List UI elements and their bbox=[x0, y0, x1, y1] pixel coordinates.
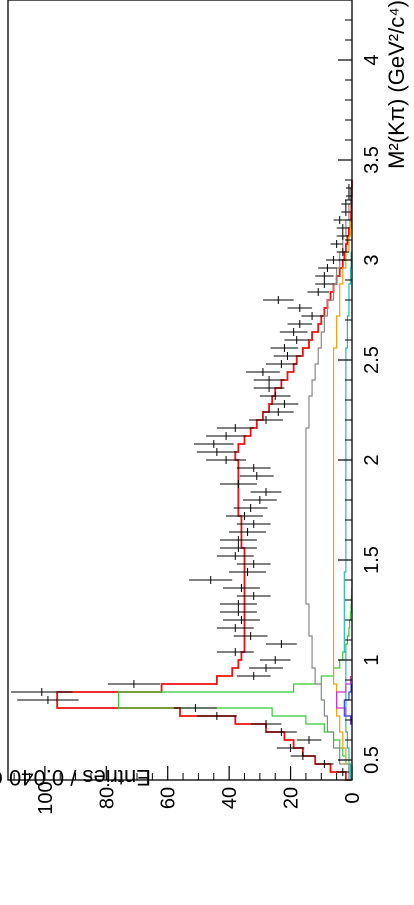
x-tick-label: 2.5 bbox=[361, 346, 383, 374]
data-point bbox=[216, 424, 254, 432]
data-point bbox=[341, 208, 351, 216]
data-point bbox=[219, 544, 257, 552]
x-axis-label: M²(Kπ) (GeV²/c⁴) bbox=[384, 0, 409, 169]
data-point bbox=[236, 520, 271, 528]
data-point bbox=[233, 632, 268, 640]
data-point bbox=[273, 352, 302, 360]
plot-area bbox=[11, 176, 353, 781]
data-point bbox=[206, 456, 247, 464]
x-tick-label: 2 bbox=[361, 454, 383, 465]
data-point bbox=[266, 360, 297, 368]
data-point bbox=[336, 232, 349, 240]
data-point bbox=[345, 184, 352, 192]
data-point bbox=[270, 344, 299, 352]
data-point bbox=[315, 760, 334, 768]
data-point bbox=[236, 560, 271, 568]
data-point bbox=[318, 264, 337, 272]
data-point bbox=[259, 656, 291, 664]
data-point bbox=[219, 600, 257, 608]
data-point bbox=[307, 288, 329, 296]
y-tick-label: 60 bbox=[158, 787, 180, 809]
data-point bbox=[223, 616, 260, 624]
data-point bbox=[219, 480, 257, 488]
data-point bbox=[301, 312, 323, 320]
x-tick-label: 3.5 bbox=[361, 146, 383, 174]
data-point bbox=[330, 240, 343, 248]
data-point bbox=[242, 496, 277, 504]
data-point bbox=[266, 728, 297, 736]
x-tick-label: 3 bbox=[361, 254, 383, 265]
data-point bbox=[315, 272, 334, 280]
data-point bbox=[229, 568, 266, 576]
data-point bbox=[249, 416, 283, 424]
data-point bbox=[226, 512, 263, 520]
data-point bbox=[333, 216, 346, 224]
data-point bbox=[216, 552, 254, 560]
data-point bbox=[345, 192, 352, 200]
data-point bbox=[249, 664, 283, 672]
x-tick-label: 1.5 bbox=[361, 546, 383, 574]
data-point bbox=[246, 368, 280, 376]
data-point bbox=[270, 400, 299, 408]
data-point bbox=[276, 744, 305, 752]
data-point bbox=[290, 752, 316, 760]
data-point bbox=[196, 448, 237, 456]
data-point bbox=[253, 384, 285, 392]
data-point bbox=[250, 488, 282, 496]
data-point bbox=[284, 336, 309, 344]
x-tick-label: 4 bbox=[361, 54, 383, 65]
data-point bbox=[206, 432, 247, 440]
y-tick-label: 40 bbox=[219, 787, 241, 809]
data-point bbox=[341, 200, 351, 208]
data-point bbox=[173, 704, 217, 712]
y-tick-label: 0 bbox=[342, 792, 364, 803]
data-point bbox=[315, 280, 334, 288]
data-point bbox=[296, 736, 322, 744]
data-point bbox=[262, 408, 294, 416]
data-point bbox=[279, 328, 308, 336]
data-point bbox=[253, 376, 285, 384]
data-point bbox=[193, 440, 234, 448]
data-point bbox=[107, 680, 161, 688]
data-point bbox=[250, 720, 282, 728]
x-tick-label: 1 bbox=[361, 654, 383, 665]
data-point bbox=[216, 624, 254, 632]
data-point bbox=[259, 392, 291, 400]
data-point bbox=[11, 688, 73, 696]
data-point bbox=[189, 576, 233, 584]
data-point bbox=[336, 224, 349, 232]
y-tick-label: 100 bbox=[35, 781, 57, 814]
data-point bbox=[223, 584, 260, 592]
y-tick-label: 80 bbox=[96, 787, 118, 809]
data-point bbox=[216, 648, 254, 656]
data-point bbox=[196, 712, 237, 720]
series-line-component-orange bbox=[332, 219, 352, 781]
data-point bbox=[239, 472, 274, 480]
data-point bbox=[266, 640, 297, 648]
data-point bbox=[287, 320, 313, 328]
axes: 0 20 40 60 80 100 0.5 1 1.5 2 2.5 3 3.5 4 bbox=[7, 0, 383, 815]
x-tick-label: 0.5 bbox=[361, 746, 383, 774]
y-tick-label: 20 bbox=[281, 787, 303, 809]
data-point bbox=[236, 592, 271, 600]
data-point bbox=[17, 696, 79, 704]
series-line-component-magenta bbox=[336, 676, 352, 725]
plot-frame bbox=[7, 0, 353, 781]
data-point bbox=[219, 536, 257, 544]
data-point bbox=[233, 504, 268, 512]
data-point bbox=[336, 768, 349, 776]
data-point bbox=[336, 248, 349, 256]
data-point bbox=[287, 304, 313, 312]
data-point bbox=[262, 296, 294, 304]
y-axis-label: Entries / 0.040 GeV²/c⁴ bbox=[0, 765, 151, 790]
data-point bbox=[236, 464, 271, 472]
data-point bbox=[236, 672, 271, 680]
series-line-component-gray bbox=[305, 187, 352, 781]
series-line-component-teal bbox=[343, 251, 352, 781]
data-point bbox=[219, 608, 257, 616]
data-point bbox=[229, 528, 266, 536]
